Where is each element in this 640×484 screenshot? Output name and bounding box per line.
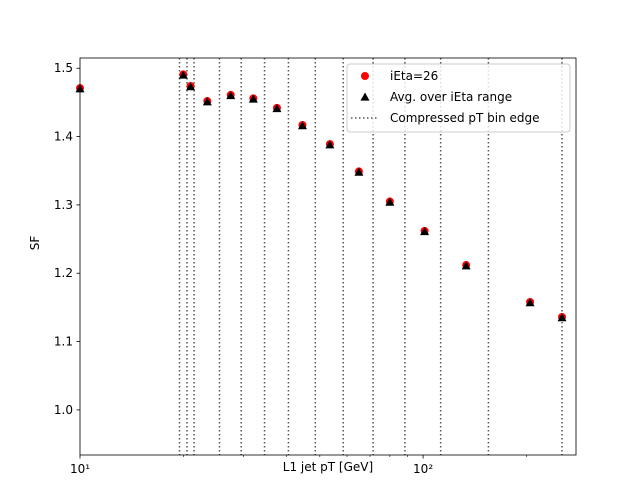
legend-label: Compressed pT bin edge — [390, 111, 540, 125]
triangle-marker — [420, 227, 430, 236]
triangle-marker — [360, 92, 370, 101]
triangle-marker — [226, 91, 236, 100]
legend-label: iEta=26 — [390, 69, 438, 83]
triangle-marker — [297, 121, 307, 130]
circle-marker — [361, 72, 369, 80]
triangle-marker — [325, 140, 335, 149]
plot-area — [75, 58, 567, 455]
y-tick-label: 1.1 — [54, 335, 73, 349]
x-tick-label: 10² — [413, 462, 433, 476]
triangle-marker — [272, 104, 282, 113]
legend-label: Avg. over iEta range — [390, 90, 512, 104]
y-tick-label: 1.2 — [54, 266, 73, 280]
triangle-marker — [354, 167, 364, 176]
triangle-marker — [525, 298, 535, 307]
triangle-marker — [202, 97, 212, 106]
y-tick-label: 1.5 — [54, 61, 73, 75]
y-tick-label: 1.0 — [54, 403, 73, 417]
y-axis-label: SF — [28, 236, 42, 251]
triangle-marker — [461, 261, 471, 270]
x-axis-label: L1 jet pT [GeV] — [283, 460, 373, 474]
y-tick-label: 1.3 — [54, 198, 73, 212]
triangle-marker — [178, 70, 188, 79]
triangle-marker — [385, 197, 395, 206]
legend-box — [346, 63, 571, 133]
triangle-marker — [557, 313, 567, 322]
y-tick-label: 1.4 — [54, 130, 73, 144]
x-tick-label: 10¹ — [70, 462, 90, 476]
triangle-marker — [248, 94, 258, 103]
axes-frame — [79, 57, 577, 456]
triangle-marker — [186, 82, 196, 91]
